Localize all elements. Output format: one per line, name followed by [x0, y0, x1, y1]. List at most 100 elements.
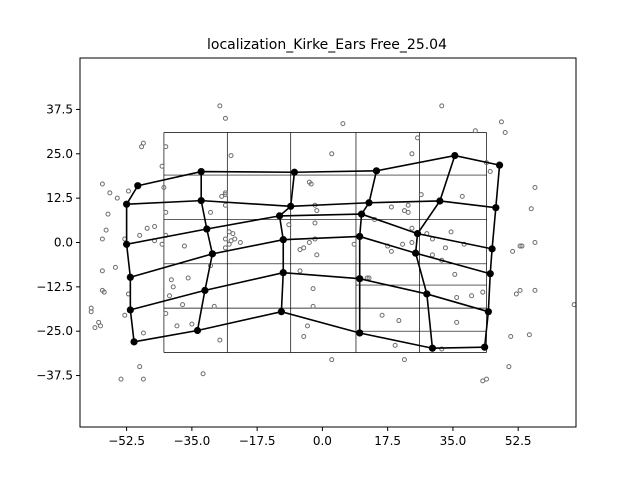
scatter-point: [222, 192, 228, 198]
scatter-point: [442, 245, 448, 251]
scatter-point: [526, 332, 532, 338]
scatter-point: [222, 236, 228, 242]
mesh-node: [290, 168, 299, 176]
scatter-point: [401, 357, 407, 363]
scatter-point: [159, 241, 165, 247]
scatter-point: [181, 243, 187, 249]
scatter-point: [528, 206, 534, 212]
mesh-node: [126, 306, 134, 314]
scatter-point: [483, 376, 489, 382]
scatter-point: [137, 232, 143, 238]
scatter-point: [439, 346, 445, 352]
x-tick-label: 0.0: [313, 434, 332, 448]
scatter-point: [140, 330, 146, 336]
x-axis: −52.5 −35.0 −17.5 0.0 17.5 35.0 52.5: [108, 427, 532, 448]
mesh-column-line: [278, 172, 296, 312]
scatter-point: [379, 312, 385, 318]
scatter-point: [163, 209, 169, 215]
mesh-column-line: [483, 165, 501, 348]
scatter-point: [200, 371, 206, 377]
scatter-point: [439, 103, 445, 109]
mesh-node: [436, 197, 444, 205]
mesh-node: [484, 308, 492, 316]
scatter-point: [329, 151, 335, 157]
localization-mesh: [123, 151, 504, 352]
scatter-point: [304, 323, 310, 329]
mesh-node: [492, 204, 500, 212]
scatter-point: [228, 153, 234, 159]
scatter-point: [103, 227, 109, 233]
scatter-point: [222, 202, 228, 208]
mesh-row-line: [126, 213, 493, 250]
scatter-point: [532, 240, 538, 245]
mesh-node: [197, 167, 205, 176]
mesh-node: [130, 338, 138, 346]
mesh-node: [201, 286, 209, 294]
scatter-point: [388, 248, 394, 254]
scatter-point: [301, 334, 307, 340]
scatter-point: [92, 325, 98, 331]
scatter-point: [217, 337, 223, 343]
scatter-point: [101, 289, 107, 295]
y-tick-label: 25.0: [46, 147, 73, 161]
mesh-node: [486, 270, 494, 278]
x-tick-label: 35.0: [440, 434, 467, 448]
mesh-node: [123, 200, 131, 208]
y-tick-label: −25.0: [36, 324, 73, 338]
mesh-node: [279, 236, 287, 244]
mesh-node: [372, 167, 381, 175]
mesh-node: [277, 308, 285, 316]
scatter-point: [532, 185, 538, 191]
mesh-node: [412, 249, 420, 257]
scatter-point: [405, 202, 411, 208]
mesh-row-line: [130, 271, 489, 313]
y-tick-label: −37.5: [36, 369, 73, 383]
scatter-point: [498, 119, 504, 125]
scatter-point: [340, 121, 346, 127]
scatter-point: [454, 319, 460, 325]
mesh-node: [193, 326, 202, 335]
scatter-point: [137, 364, 143, 370]
scatter-point: [159, 163, 165, 169]
mesh-node: [197, 197, 205, 205]
scatter-point: [168, 277, 174, 283]
scatter-point: [144, 225, 150, 231]
scatter-point: [152, 224, 158, 230]
x-tick-label: −17.5: [239, 434, 276, 448]
y-tick-label: 12.5: [46, 191, 73, 205]
scatter-point: [306, 240, 312, 245]
scatter-point: [226, 241, 232, 247]
scatter-point: [308, 181, 314, 187]
scatter-point: [409, 240, 415, 245]
scatter-point: [167, 293, 173, 299]
x-tick-label: −52.5: [108, 434, 145, 448]
scatter-point: [217, 103, 223, 109]
mesh-node: [203, 225, 211, 233]
mesh-node: [134, 182, 142, 190]
scatter-point: [519, 243, 525, 249]
scatter-point: [88, 309, 94, 315]
scatter-point: [429, 252, 435, 258]
mesh-node: [356, 275, 364, 283]
scatter-point: [459, 193, 465, 199]
mesh-column-line: [414, 155, 456, 349]
mesh-node: [356, 232, 364, 241]
scatter-point: [469, 293, 475, 299]
mesh-node: [451, 151, 459, 160]
y-tick-label: 37.5: [46, 102, 73, 116]
scatter-point: [508, 334, 514, 340]
mesh-column-line: [196, 171, 214, 331]
scatter-point: [286, 222, 292, 228]
scatter-point: [409, 225, 415, 231]
scatter-point: [222, 245, 228, 251]
scatter-point: [310, 303, 316, 309]
scatter-point: [208, 209, 214, 215]
mesh-node: [488, 245, 496, 253]
scatter-point: [180, 302, 186, 308]
scatter-point: [112, 264, 118, 270]
mesh-node: [428, 344, 437, 352]
scatter-point: [301, 245, 307, 251]
scatter-point: [163, 310, 169, 316]
scatter-point: [230, 231, 236, 237]
